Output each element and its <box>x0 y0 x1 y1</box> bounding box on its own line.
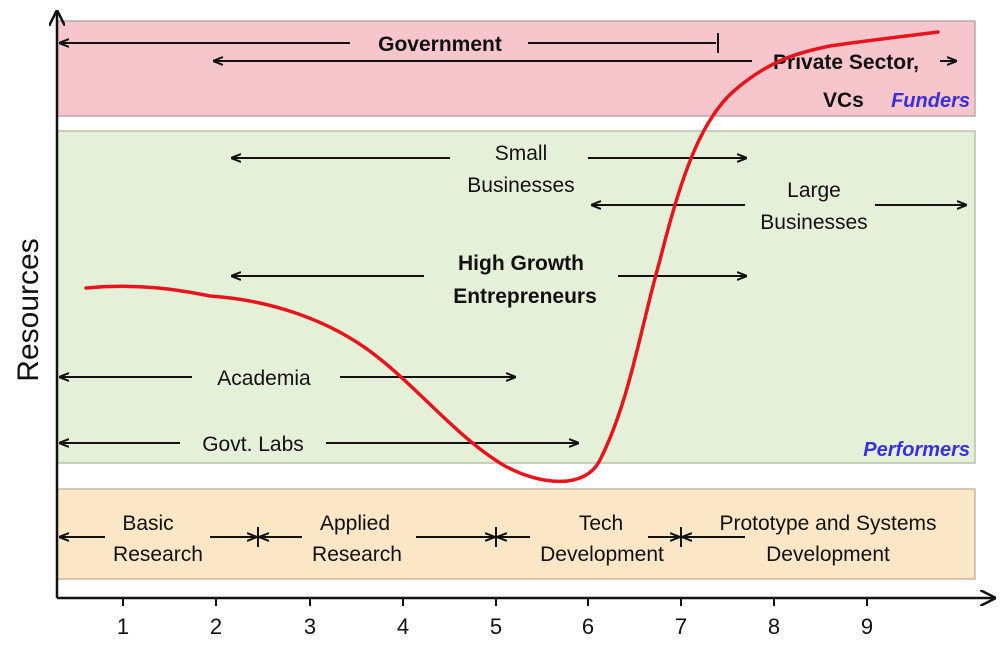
prototype-line1: Prototype and Systems <box>719 512 936 535</box>
tech-development-line1: Tech <box>579 512 623 535</box>
govt-labs-label: Govt. Labs <box>202 433 304 456</box>
x-tick-label: 2 <box>210 614 222 639</box>
high-growth-line1: High Growth <box>458 252 584 275</box>
vcs-label: VCs <box>823 89 864 112</box>
tech-development-line2: Development <box>540 543 664 566</box>
basic-research-line1: Basic <box>122 512 173 535</box>
large-businesses-line1: Large <box>787 179 841 202</box>
stage-arrows <box>60 527 745 547</box>
x-axis-ticks <box>122 598 868 606</box>
basic-research-line2: Research <box>113 543 203 566</box>
large-businesses-line2: Businesses <box>760 211 867 234</box>
x-tick-label: 7 <box>675 614 687 639</box>
government-label: Government <box>378 33 502 56</box>
x-tick-label: 1 <box>117 614 129 639</box>
x-tick-label: 8 <box>768 614 780 639</box>
funders-title: Funders <box>891 90 970 112</box>
applied-research-line2: Research <box>312 543 402 566</box>
small-businesses-line2: Businesses <box>467 174 574 197</box>
x-tick-label: 5 <box>490 614 502 639</box>
x-tick-label: 9 <box>861 614 873 639</box>
funders-band <box>56 20 976 117</box>
performers-title: Performers <box>863 439 970 461</box>
x-tick-label: 4 <box>397 614 409 639</box>
academia-label: Academia <box>217 367 311 390</box>
y-axis-label: Resources <box>12 238 45 381</box>
small-businesses-line1: Small <box>495 142 548 165</box>
private-sector-label: Private Sector, <box>773 51 919 74</box>
government-arrow <box>60 33 719 53</box>
stages-band <box>56 488 976 580</box>
resource-curve <box>84 30 940 484</box>
applied-research-line1: Applied <box>320 512 390 535</box>
high-growth-line2: Entrepreneurs <box>453 285 597 308</box>
x-tick-label: 3 <box>304 614 316 639</box>
x-tick-label: 6 <box>582 614 594 639</box>
prototype-line2: Development <box>766 543 890 566</box>
